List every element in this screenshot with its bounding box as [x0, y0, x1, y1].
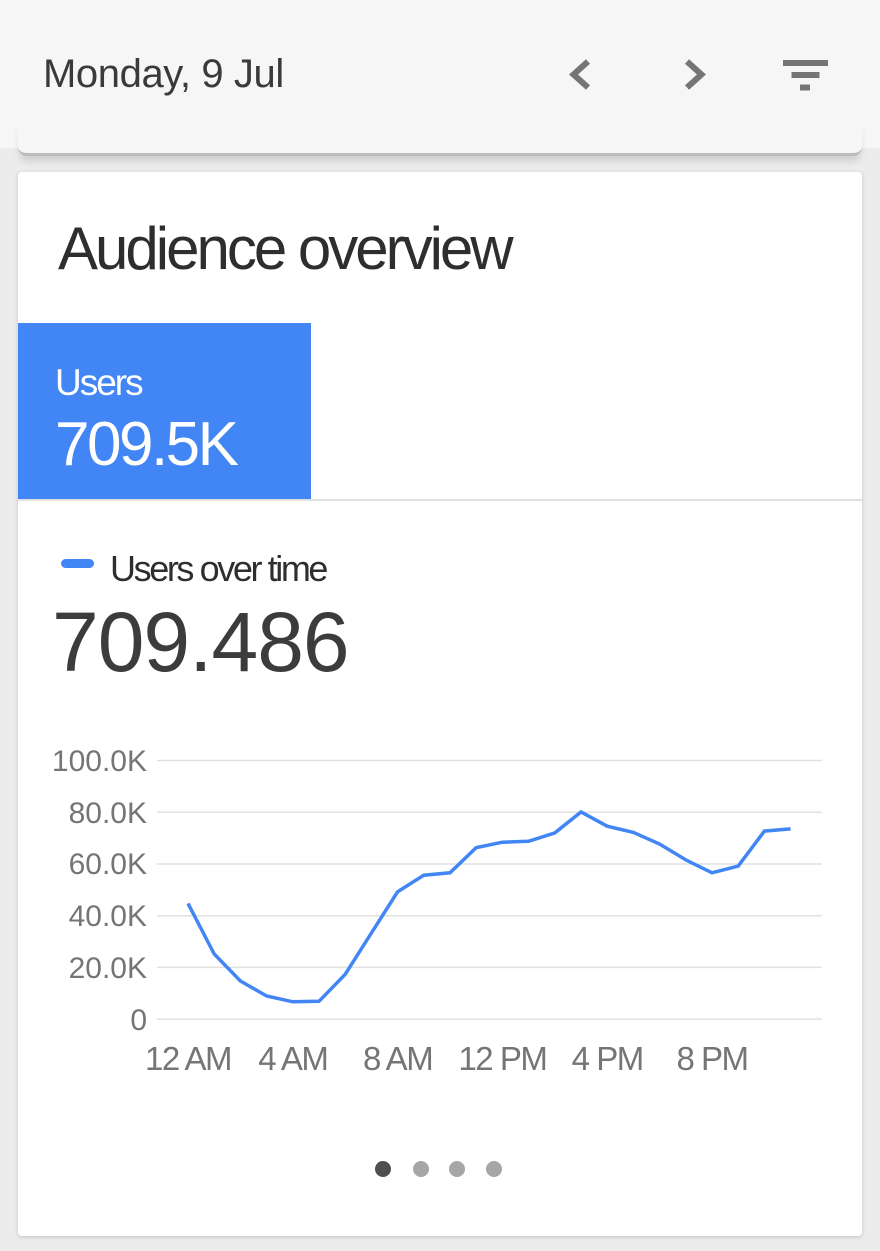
svg-text:12 AM: 12 AM: [145, 1040, 231, 1077]
svg-text:8 AM: 8 AM: [363, 1040, 432, 1077]
svg-text:40.0K: 40.0K: [69, 900, 147, 933]
svg-text:0: 0: [130, 1004, 147, 1037]
svg-text:12 PM: 12 PM: [458, 1040, 546, 1077]
svg-text:60.0K: 60.0K: [69, 848, 147, 881]
svg-text:4 PM: 4 PM: [572, 1040, 643, 1077]
svg-text:100.0K: 100.0K: [52, 745, 147, 778]
svg-text:4 AM: 4 AM: [258, 1040, 327, 1077]
svg-text:80.0K: 80.0K: [69, 797, 147, 830]
svg-text:8 PM: 8 PM: [676, 1040, 747, 1077]
svg-text:20.0K: 20.0K: [69, 952, 147, 985]
